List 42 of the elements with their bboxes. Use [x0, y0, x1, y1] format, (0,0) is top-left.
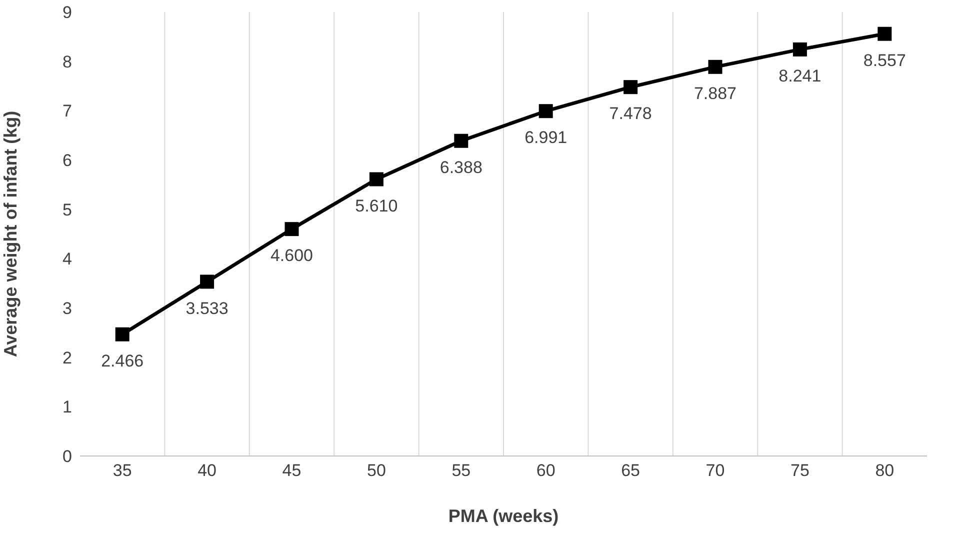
y-tick-label: 3 — [62, 299, 72, 318]
y-tick-label: 0 — [62, 447, 72, 466]
x-tick-label: 40 — [198, 461, 217, 480]
y-tick-label: 6 — [62, 151, 72, 170]
data-label: 2.466 — [101, 351, 144, 370]
point — [538, 104, 553, 118]
x-tick-label: 35 — [112, 461, 132, 480]
y-tick-label: 7 — [62, 102, 72, 121]
data-label: 7.478 — [609, 104, 652, 124]
x-tick-label: 70 — [706, 461, 725, 480]
data-label: 8.557 — [863, 50, 906, 70]
data-label: 6.991 — [524, 128, 568, 148]
point — [369, 172, 384, 186]
y-tick-label: 2 — [62, 348, 72, 368]
y-tick-label: 1 — [62, 398, 72, 417]
point — [792, 42, 807, 56]
x-tick-label: 60 — [536, 461, 556, 480]
x-tick-label: 80 — [875, 461, 894, 480]
point — [454, 134, 468, 148]
y-tick-label: 8 — [62, 52, 72, 72]
point — [624, 80, 638, 94]
point — [284, 222, 299, 236]
x-tick-label: 45 — [282, 461, 302, 480]
data-label: 8.241 — [778, 66, 822, 86]
y-tick-label: 5 — [62, 200, 72, 220]
point — [115, 327, 130, 342]
x-tick-label: 55 — [452, 461, 471, 480]
y-axis-title: Average weight of infant (kg) — [0, 110, 20, 358]
x-tick-label: 50 — [366, 461, 386, 480]
point — [708, 60, 722, 74]
data-label: 5.610 — [355, 196, 398, 216]
x-tick-label: 65 — [621, 461, 640, 480]
data-label: 7.887 — [694, 84, 737, 103]
point — [878, 26, 892, 41]
data-label: 4.600 — [270, 246, 314, 266]
data-label: 6.388 — [440, 158, 482, 177]
point — [200, 274, 214, 289]
data-label: 3.533 — [186, 298, 228, 318]
y-tick-label: 9 — [62, 3, 72, 22]
x-axis-title: PMA (weeks) — [448, 506, 559, 526]
x-tick-label: 75 — [790, 461, 810, 480]
y-tick-label: 4 — [62, 250, 72, 269]
